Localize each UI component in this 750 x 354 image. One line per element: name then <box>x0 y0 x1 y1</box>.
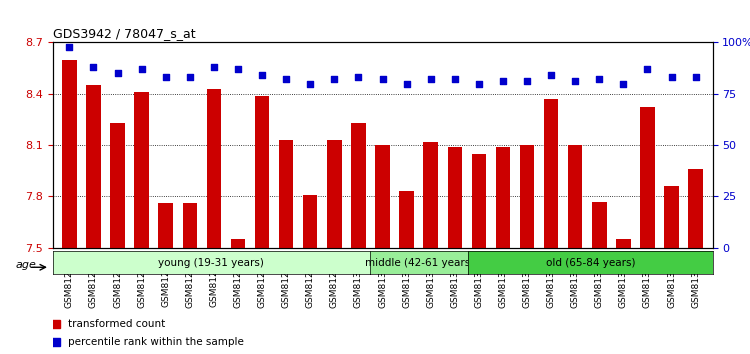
Point <box>232 66 244 72</box>
Bar <box>424 142 438 248</box>
Point <box>521 79 533 84</box>
Point <box>136 66 148 72</box>
Point <box>304 81 316 86</box>
Point <box>569 79 581 84</box>
Point <box>497 79 509 84</box>
Bar <box>496 147 510 248</box>
Point <box>88 64 100 70</box>
Text: GDS3942 / 78047_s_at: GDS3942 / 78047_s_at <box>53 27 195 40</box>
Bar <box>62 59 76 248</box>
Bar <box>158 203 173 248</box>
Bar <box>568 145 583 248</box>
Text: middle (42-61 years): middle (42-61 years) <box>364 258 474 268</box>
Point <box>328 76 340 82</box>
Point <box>280 76 292 82</box>
Point <box>641 66 653 72</box>
Point <box>376 76 388 82</box>
Text: old (65-84 years): old (65-84 years) <box>545 258 635 268</box>
Bar <box>182 203 197 248</box>
Bar <box>279 140 293 248</box>
Bar <box>448 147 462 248</box>
Point <box>400 81 412 86</box>
Point <box>593 76 605 82</box>
Bar <box>688 169 703 248</box>
Text: percentile rank within the sample: percentile rank within the sample <box>68 337 243 347</box>
Bar <box>544 99 558 248</box>
Bar <box>255 96 269 248</box>
Bar <box>134 92 148 248</box>
Bar <box>616 239 631 248</box>
Bar <box>664 186 679 248</box>
Bar <box>399 191 414 248</box>
Bar <box>303 195 317 248</box>
Bar <box>207 88 221 248</box>
Bar <box>351 123 366 248</box>
Bar <box>592 202 607 248</box>
Point <box>63 44 75 50</box>
Bar <box>110 123 125 248</box>
Point <box>256 73 268 78</box>
Bar <box>640 108 655 248</box>
Point <box>617 81 629 86</box>
Bar <box>472 154 486 248</box>
Point <box>352 75 364 80</box>
Bar <box>375 145 390 248</box>
Point <box>424 76 436 82</box>
Bar <box>231 239 245 248</box>
Point <box>160 75 172 80</box>
Bar <box>327 140 341 248</box>
Text: young (19-31 years): young (19-31 years) <box>158 258 264 268</box>
Point <box>690 75 702 80</box>
Point <box>184 75 196 80</box>
Point <box>448 76 460 82</box>
Point <box>545 73 557 78</box>
Point <box>112 70 124 76</box>
Text: age: age <box>16 259 37 270</box>
Point <box>665 75 677 80</box>
Point <box>472 81 484 86</box>
Bar <box>520 145 534 248</box>
Text: transformed count: transformed count <box>68 319 165 329</box>
Point <box>208 64 220 70</box>
Bar <box>86 85 100 248</box>
